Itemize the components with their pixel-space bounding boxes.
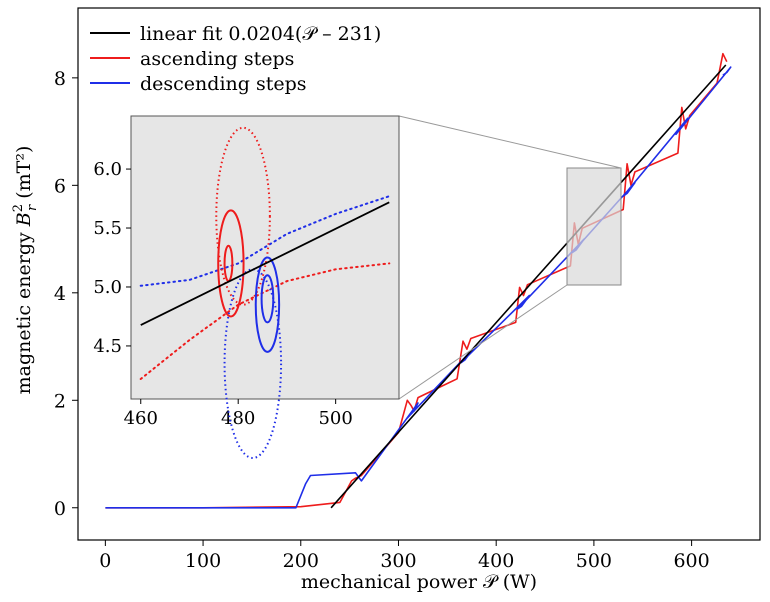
inset-y-tick-label: 5.5 <box>93 218 122 239</box>
y-axis-label-symbol: B <box>13 212 35 227</box>
main-plot-frame <box>77 7 761 541</box>
legend-label-ascending: ascending steps <box>140 48 294 70</box>
inset-blue-dotted-trajectory <box>139 195 391 287</box>
x-tick-label: 200 <box>283 550 319 572</box>
main-ticks: 0 100 200 300 400 500 600 0 2 4 6 8 <box>54 68 710 572</box>
y-axis-label-prefix: magnetic energy <box>13 226 35 394</box>
inset-blue-middle-loop <box>254 256 281 353</box>
y-axis-label: magnetic energy B2r (mT²) <box>11 146 40 395</box>
inset-series <box>139 126 391 459</box>
inset-blue-inner-loop <box>260 274 275 324</box>
zoom-connector-top <box>398 115 622 169</box>
y-tick-label: 0 <box>54 498 66 520</box>
inset-y-tick-label: 6.0 <box>93 159 122 180</box>
inset-plot: 460 480 500 4.5 5.0 5.5 6.0 <box>93 115 400 459</box>
inset-red-middle-loop <box>217 209 245 318</box>
x-tick-label: 500 <box>576 550 612 572</box>
y-axis-label-sup: 2 <box>11 204 26 212</box>
legend: linear fit 0.0204(𝒫 – 231) ascending ste… <box>90 23 381 95</box>
x-axis-label: mechanical power 𝒫 (W) <box>301 571 537 593</box>
y-axis-label-sub: r <box>25 204 40 211</box>
x-tick-label: 0 <box>99 550 111 572</box>
x-tick-label: 600 <box>673 550 709 572</box>
x-tick-label: 400 <box>478 550 514 572</box>
y-tick-label: 8 <box>54 68 66 90</box>
inset-ticks: 460 480 500 4.5 5.0 5.5 6.0 <box>93 159 352 429</box>
inset-y-tick-label: 4.5 <box>93 336 122 357</box>
fit-line <box>330 64 727 509</box>
inset-x-tick-label: 500 <box>318 408 352 429</box>
legend-label-fit: linear fit 0.0204(𝒫 – 231) <box>140 23 381 45</box>
inset-x-tick-label: 480 <box>221 408 255 429</box>
y-tick-label: 6 <box>54 175 66 197</box>
y-axis-label-unit: (mT²) <box>13 146 35 205</box>
inset-red-outer-loop <box>215 126 271 306</box>
x-tick-label: 300 <box>380 550 416 572</box>
y-tick-label: 2 <box>54 390 66 412</box>
inset-fit-line <box>140 201 390 326</box>
legend-label-descending: descending steps <box>140 73 307 95</box>
x-tick-label: 100 <box>185 550 221 572</box>
zoom-connector-bottom <box>398 284 568 400</box>
main-series <box>105 52 732 509</box>
inset-y-tick-label: 5.0 <box>93 277 122 298</box>
y-tick-label: 4 <box>54 283 66 305</box>
inset-x-tick-label: 460 <box>124 408 158 429</box>
zoom-region-box <box>566 167 622 286</box>
